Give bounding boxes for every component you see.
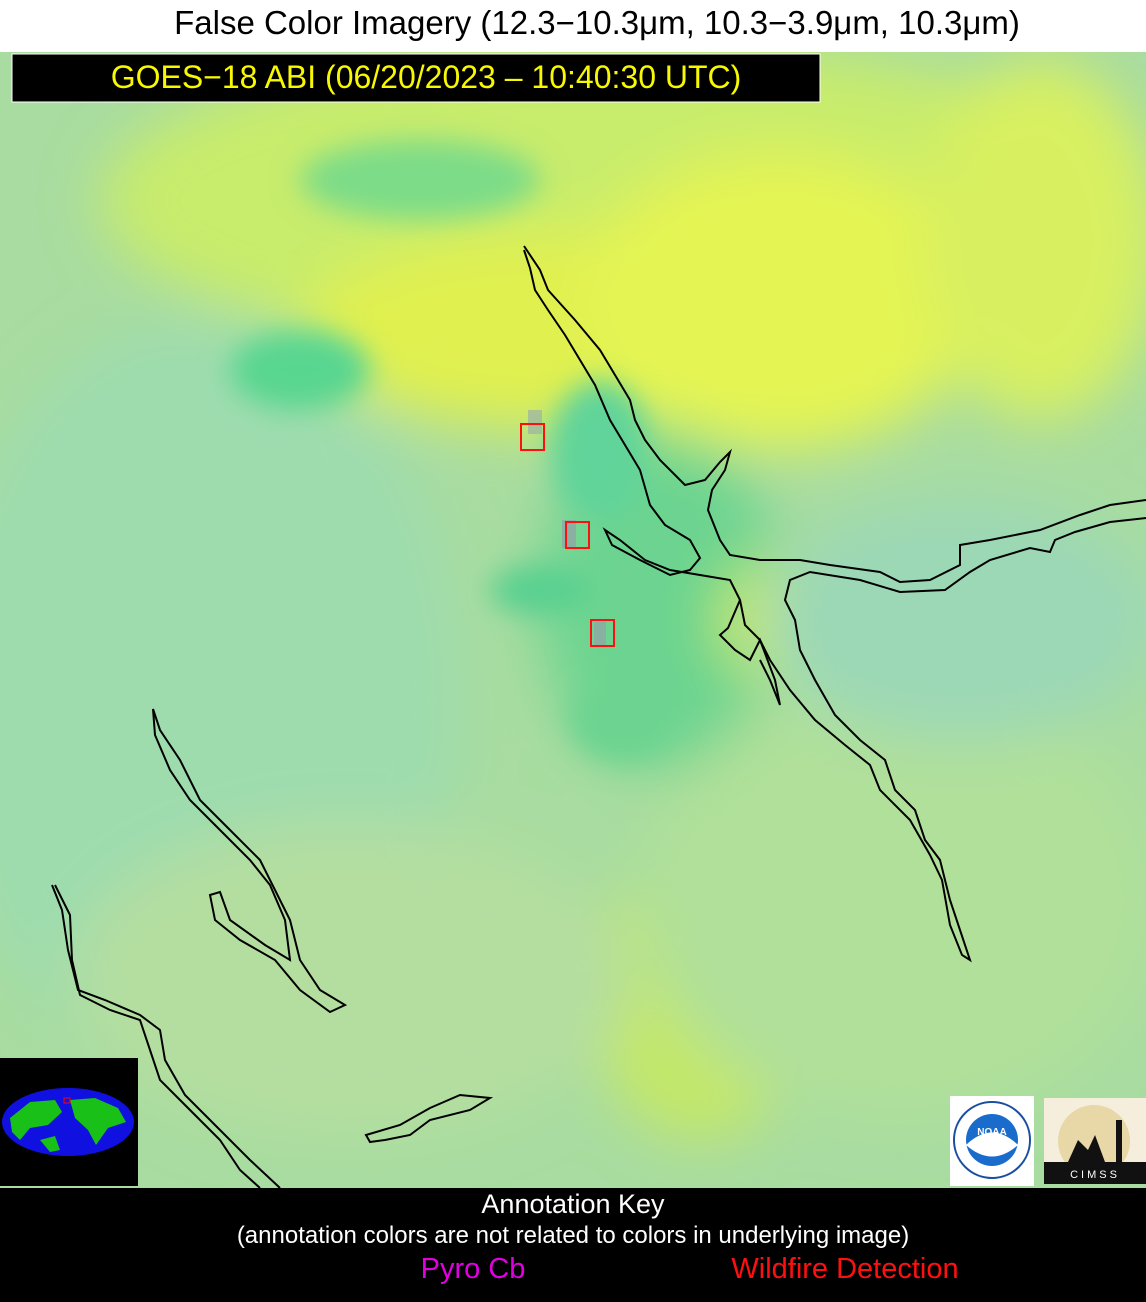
globe-inset (0, 1058, 138, 1186)
cimss-logo: CIMSS (1044, 1098, 1146, 1184)
noaa-logo: NOAA (950, 1096, 1034, 1186)
coastline (51, 245, 1146, 1188)
satellite-image (0, 52, 1146, 1188)
subtitle-box (11, 53, 821, 103)
noaa-text: NOAA (977, 1127, 1006, 1138)
key-title: Annotation Key (481, 1189, 665, 1219)
fire-box (590, 619, 615, 647)
key-item: Pyro Cb (421, 1253, 526, 1285)
title: False Color Imagery (12.3−10.3μm, 10.3−3… (174, 4, 1020, 41)
key-note: (annotation colors are not related to co… (237, 1222, 909, 1249)
fire-detections (520, 410, 615, 647)
fire-box (520, 423, 545, 451)
annotation-key-bar (0, 1188, 1146, 1302)
fire-box (565, 521, 590, 549)
cimss-text: CIMSS (1070, 1169, 1120, 1181)
key-item: Wildfire Detection (731, 1253, 958, 1285)
subtitle: GOES−18 ABI (06/20/2023 – 10:40:30 UTC) (111, 59, 742, 95)
